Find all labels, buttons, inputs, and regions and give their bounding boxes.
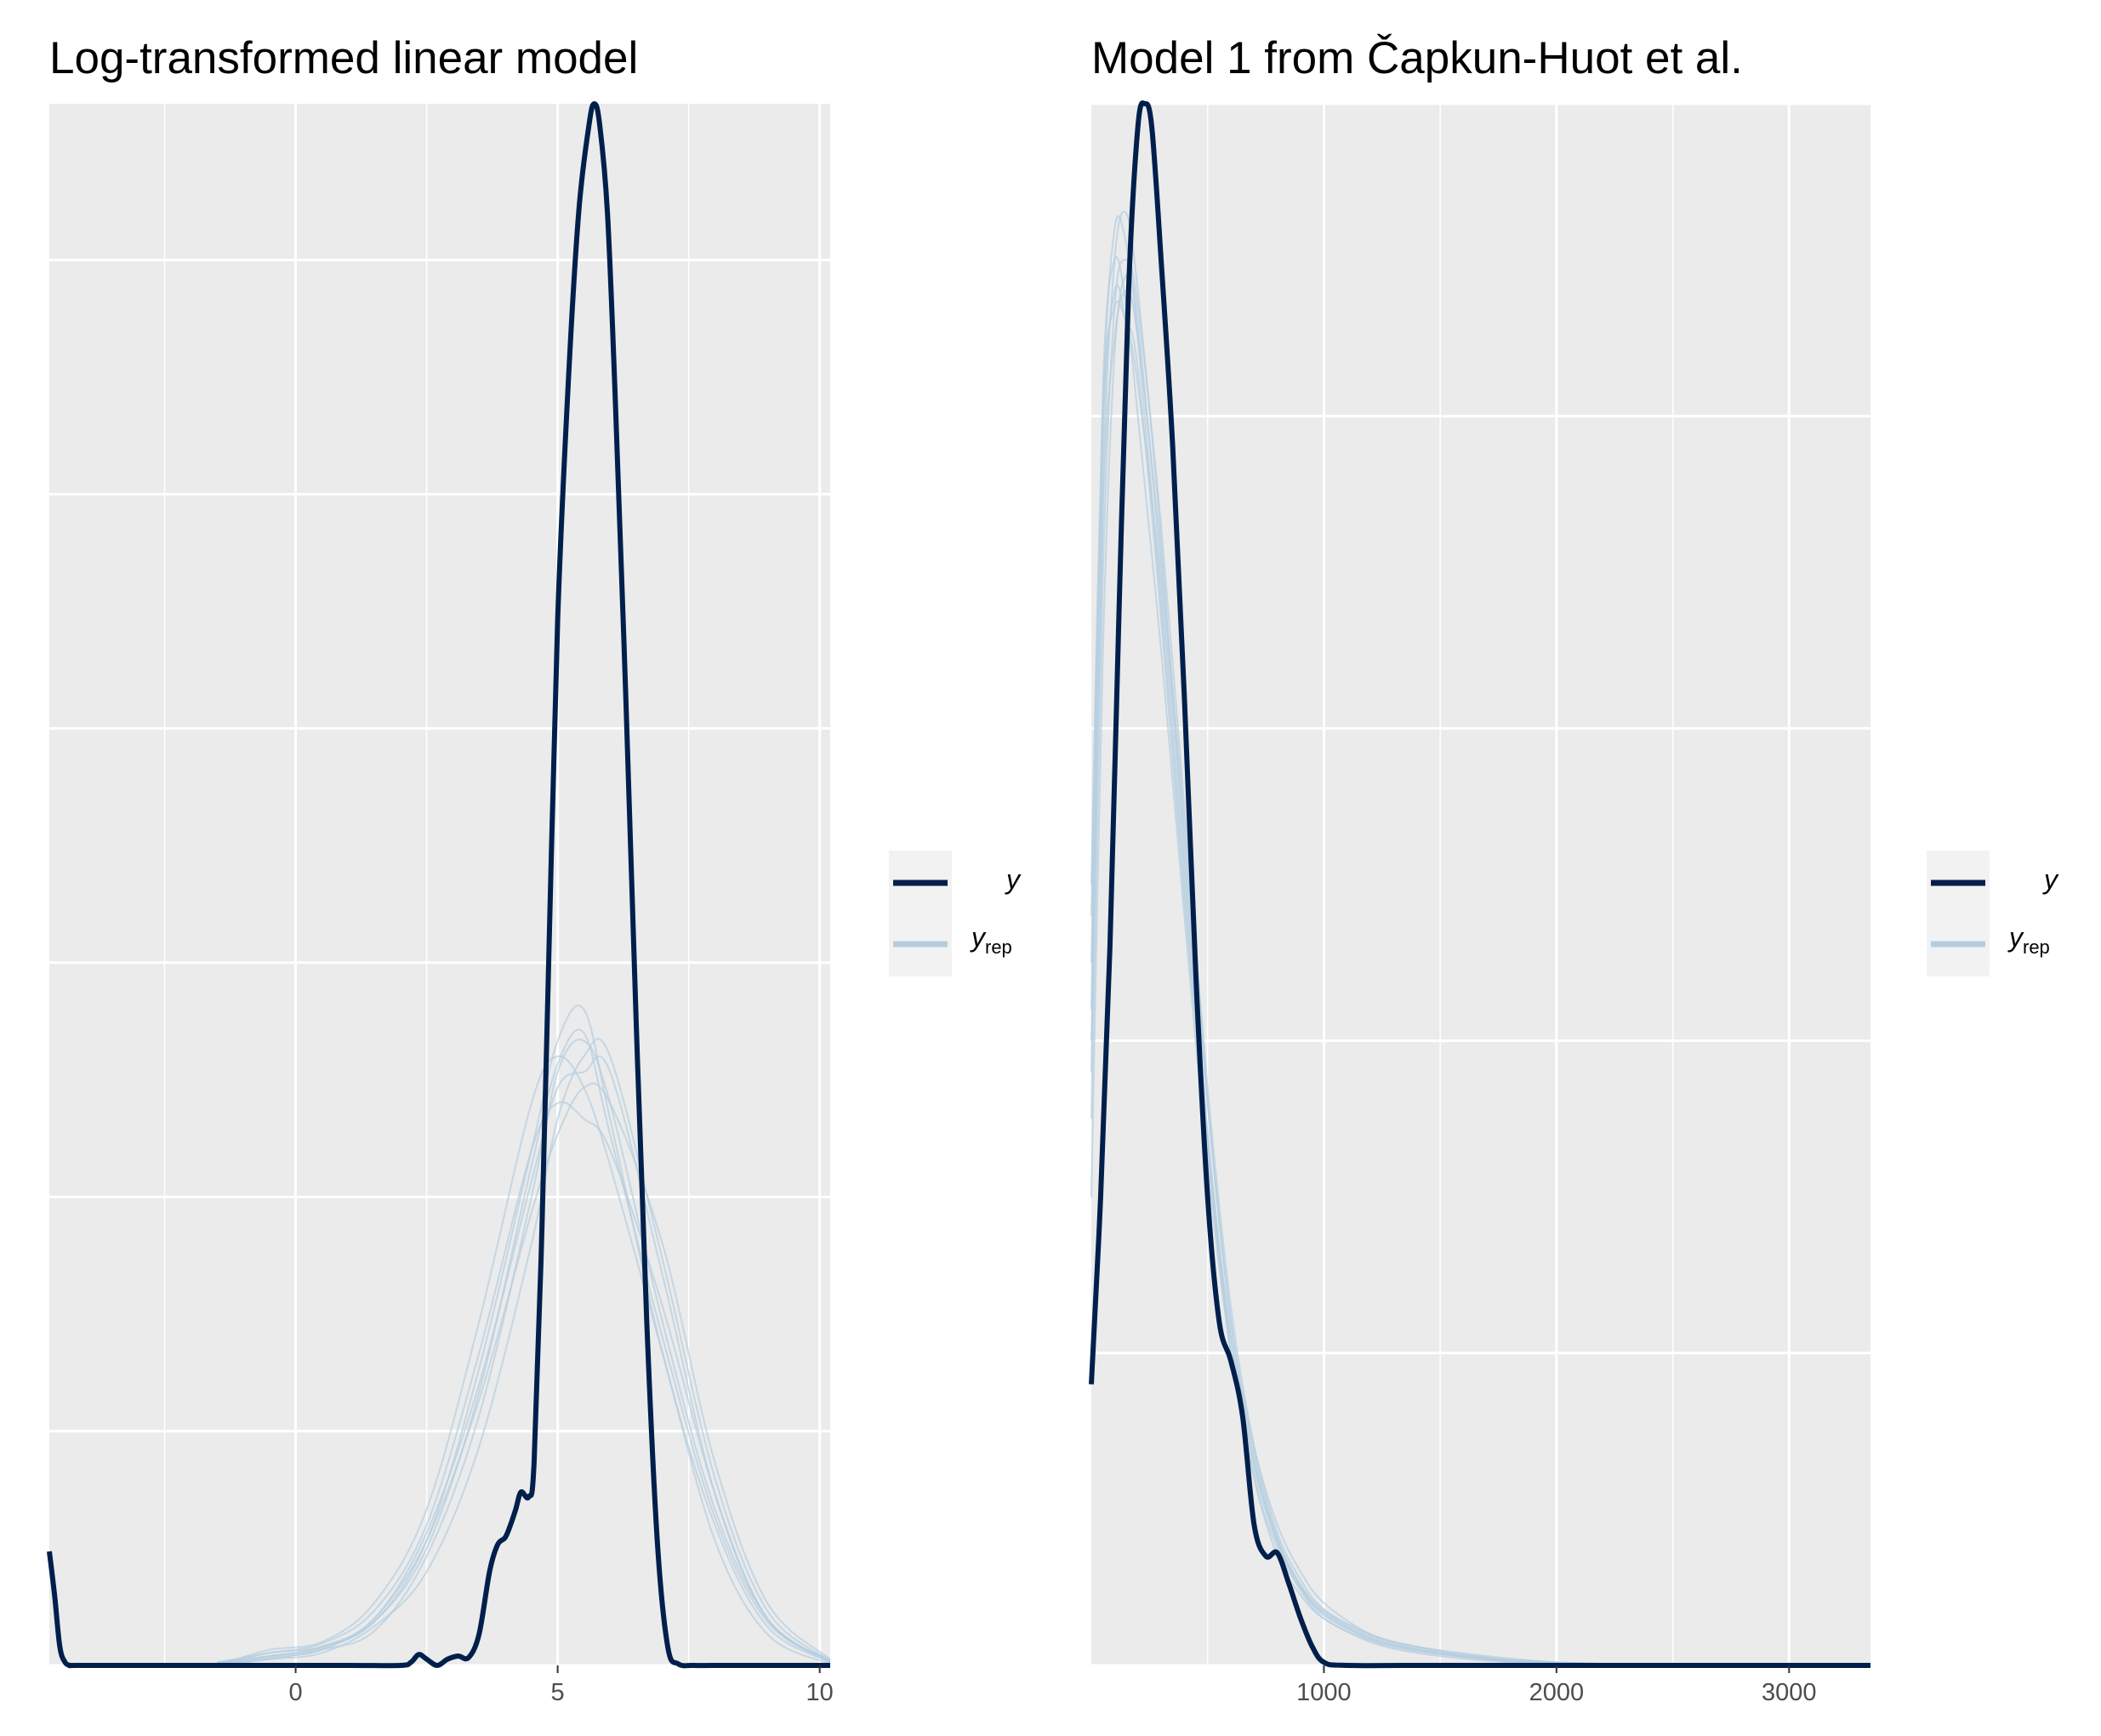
panel-2-plot-background [1091, 104, 1870, 1665]
panel-2-x-axis: 1000 2000 3000 [1296, 1665, 1817, 1706]
x-tick-label: 10 [806, 1679, 834, 1706]
legend-2-label-y: y [2042, 864, 2059, 895]
series-y-line [1089, 100, 1870, 1669]
panel-1-series [47, 101, 831, 1669]
legend-1-label-yrep: yrep [970, 922, 1012, 958]
legend-2-key-background [1927, 851, 1990, 976]
panel-1-title: Log-transformed linear model [49, 33, 638, 83]
legend-1-key-background [889, 851, 952, 976]
series-yrep-line [1090, 290, 1673, 1666]
x-tick-label: 0 [289, 1679, 303, 1706]
panel-1-x-axis: 0 5 10 [289, 1665, 834, 1706]
series-yrep-line [217, 1038, 831, 1665]
panel-1-legend: y yrep [889, 851, 1022, 976]
panel-2-series [1089, 100, 1870, 1669]
panel-2-title: Model 1 from Čapkun-Huot et al. [1091, 33, 1743, 83]
series-yrep-line [1090, 259, 1673, 1666]
series-yrep-line [217, 1039, 831, 1666]
series-yrep-line [1090, 300, 1673, 1666]
legend-1-label-y: y [1005, 864, 1022, 895]
x-tick-label: 5 [551, 1679, 565, 1706]
series-yrep-line [217, 1028, 831, 1665]
series-y-line [47, 101, 830, 1669]
panel-2-legend: y yrep [1927, 851, 2059, 976]
series-yrep-line [216, 1101, 831, 1664]
x-tick-label: 2000 [1529, 1679, 1585, 1706]
x-tick-label: 3000 [1762, 1679, 1817, 1706]
x-tick-label: 1000 [1296, 1679, 1352, 1706]
legend-2-label-yrep: yrep [2007, 922, 2050, 958]
series-yrep-line [217, 1082, 831, 1665]
